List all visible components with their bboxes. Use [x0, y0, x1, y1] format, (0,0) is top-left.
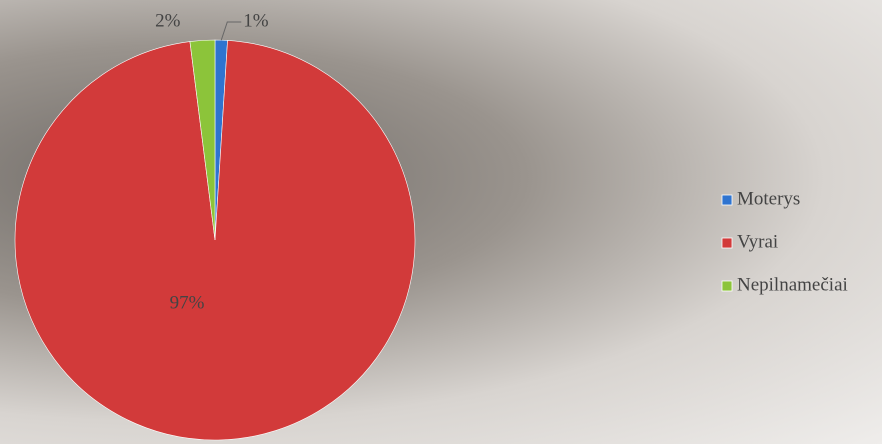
pie-slice [189, 39, 216, 241]
data-label: 2% [155, 10, 181, 31]
legend-label: Nepilnamečiai [737, 274, 848, 295]
legend-swatch [721, 194, 733, 206]
leader-line [220, 21, 242, 41]
pie-slice [14, 40, 416, 441]
data-label: 1% [243, 10, 269, 31]
data-label: 97% [170, 292, 205, 313]
legend-label: Vyrai [737, 231, 778, 252]
legend-swatch [721, 280, 733, 292]
legend-swatch [721, 237, 733, 249]
legend-label: Moterys [737, 188, 800, 209]
